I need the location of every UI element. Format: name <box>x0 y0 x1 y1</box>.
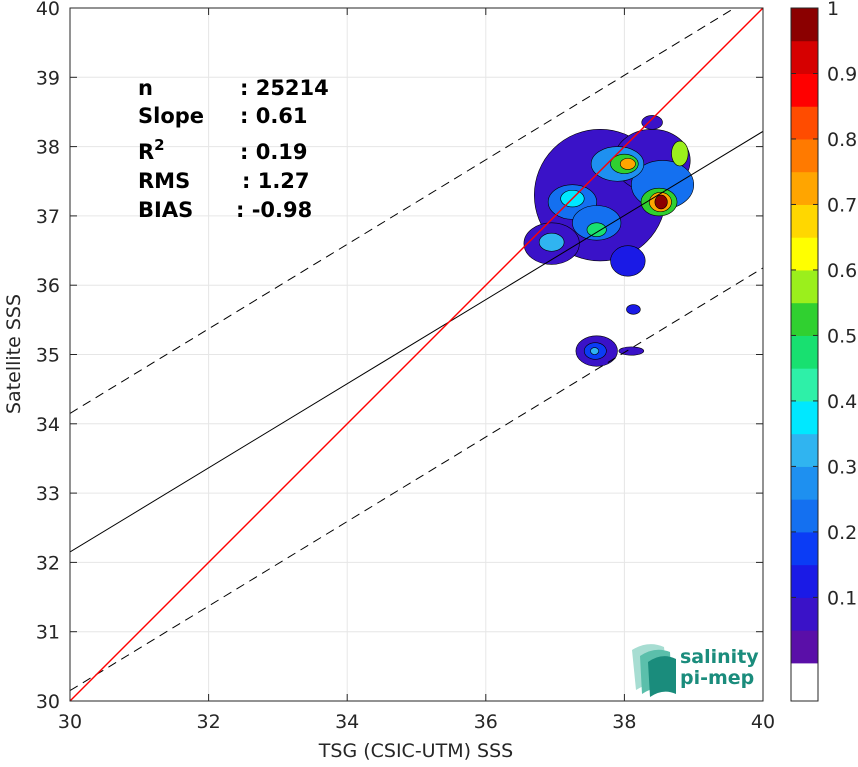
stat-key: BIAS <box>138 198 193 222</box>
stat-key: Slope <box>138 104 204 128</box>
colorbar-segment <box>791 531 818 566</box>
y-tick-label: 31 <box>36 622 60 644</box>
colorbar-segment <box>791 630 818 664</box>
x-axis-label: TSG (CSIC-UTM) SSS <box>318 740 513 762</box>
axis-ticks <box>69 7 764 702</box>
stat-key: n <box>138 76 153 100</box>
colorbar-segment <box>791 335 818 369</box>
colorbar-segment <box>791 204 818 238</box>
colorbar-segment <box>791 368 818 402</box>
colorbar-tick-label: 0.5 <box>827 325 857 347</box>
colorbar-segment <box>791 662 818 701</box>
colorbar-tick-label: 0.3 <box>827 456 857 478</box>
colorbar-segment <box>791 237 818 271</box>
density-contours <box>523 115 695 367</box>
x-tick-label: 34 <box>335 711 359 733</box>
colorbar-frame <box>790 7 819 702</box>
regression-fit-line <box>70 130 763 553</box>
colorbar-tick-label: 0.1 <box>827 587 857 609</box>
stat-key-superscript: 2 <box>154 136 164 154</box>
colorbar-segment <box>791 73 818 107</box>
y-tick-label: 32 <box>36 552 60 574</box>
colorbar-segment <box>791 400 818 435</box>
density-contour <box>641 115 663 130</box>
density-contour <box>618 346 645 356</box>
y-tick-label: 36 <box>36 275 60 297</box>
colorbar-segment <box>791 106 818 140</box>
colorbar-segment <box>791 499 818 533</box>
y-tick-label: 39 <box>36 67 60 89</box>
density-contour <box>626 304 641 315</box>
one-to-one-line <box>70 8 763 701</box>
y-tick-label: 35 <box>36 345 60 367</box>
density-contour <box>590 347 600 355</box>
colorbar-tick-label: 0.7 <box>827 194 857 216</box>
upper-bound-dashed-line <box>70 8 736 414</box>
colorbar-segment <box>791 564 818 598</box>
colorbar-tick-label: 0.9 <box>827 63 857 85</box>
stat-value: : 0.61 <box>240 104 308 128</box>
y-tick-label: 37 <box>36 206 60 228</box>
y-tick-label: 40 <box>36 0 60 20</box>
y-tick-label: 38 <box>36 137 60 159</box>
reference-lines <box>70 8 763 701</box>
lower-bound-dashed-line <box>70 267 763 692</box>
x-tick-labels: 30 32 34 36 38 40 <box>58 711 775 733</box>
colorbar-segment <box>791 597 818 631</box>
colorbar-segment <box>791 433 818 467</box>
y-tick-labels: 30 31 32 33 34 35 36 37 38 39 40 <box>36 0 60 713</box>
x-tick-label: 32 <box>197 711 221 733</box>
colorbar-segment <box>791 466 818 500</box>
salinity-pi-mep-logo: salinity pi-mep <box>632 644 759 697</box>
stat-key: RMS <box>138 169 190 193</box>
wave-logo-icon <box>632 644 676 697</box>
logo-line-1: salinity <box>680 646 759 668</box>
colorbar-segment <box>791 8 818 42</box>
colorbar-segment <box>791 40 818 74</box>
stat-value: : -0.98 <box>236 198 312 222</box>
colorbar-segment <box>791 302 818 336</box>
logo-line-2: pi-mep <box>680 667 754 689</box>
x-tick-label: 30 <box>58 711 82 733</box>
y-tick-label: 34 <box>36 414 60 436</box>
y-axis-label: Satellite SSS <box>3 294 25 414</box>
y-tick-label: 33 <box>36 483 60 505</box>
density-contour <box>538 232 565 252</box>
density-contour <box>619 158 636 170</box>
stat-value: : 1.27 <box>242 169 310 193</box>
density-contour <box>654 194 668 210</box>
colorbar-tick-label: 0.8 <box>827 129 857 151</box>
density-contour <box>610 245 646 277</box>
density-contour <box>671 140 689 167</box>
colorbar-tick-label: 0.2 <box>827 522 857 544</box>
x-tick-label: 40 <box>751 711 775 733</box>
x-tick-label: 36 <box>474 711 498 733</box>
colorbar-segment <box>791 171 818 205</box>
colorbar-tick-label: 1 <box>827 0 839 20</box>
colorbar: 0.1 0.2 0.3 0.4 0.5 0.6 0.7 0.8 0.9 1 <box>790 0 857 702</box>
density-contour <box>586 222 607 237</box>
stat-value: : 0.19 <box>240 140 308 164</box>
y-tick-label: 30 <box>36 691 60 713</box>
x-tick-label: 38 <box>612 711 636 733</box>
colorbar-segment <box>791 138 818 173</box>
colorbar-segment <box>791 269 818 304</box>
colorbar-tick-label: 0.6 <box>827 260 857 282</box>
stat-value: : 25214 <box>240 76 329 100</box>
colorbar-tick-label: 0.4 <box>827 391 857 413</box>
